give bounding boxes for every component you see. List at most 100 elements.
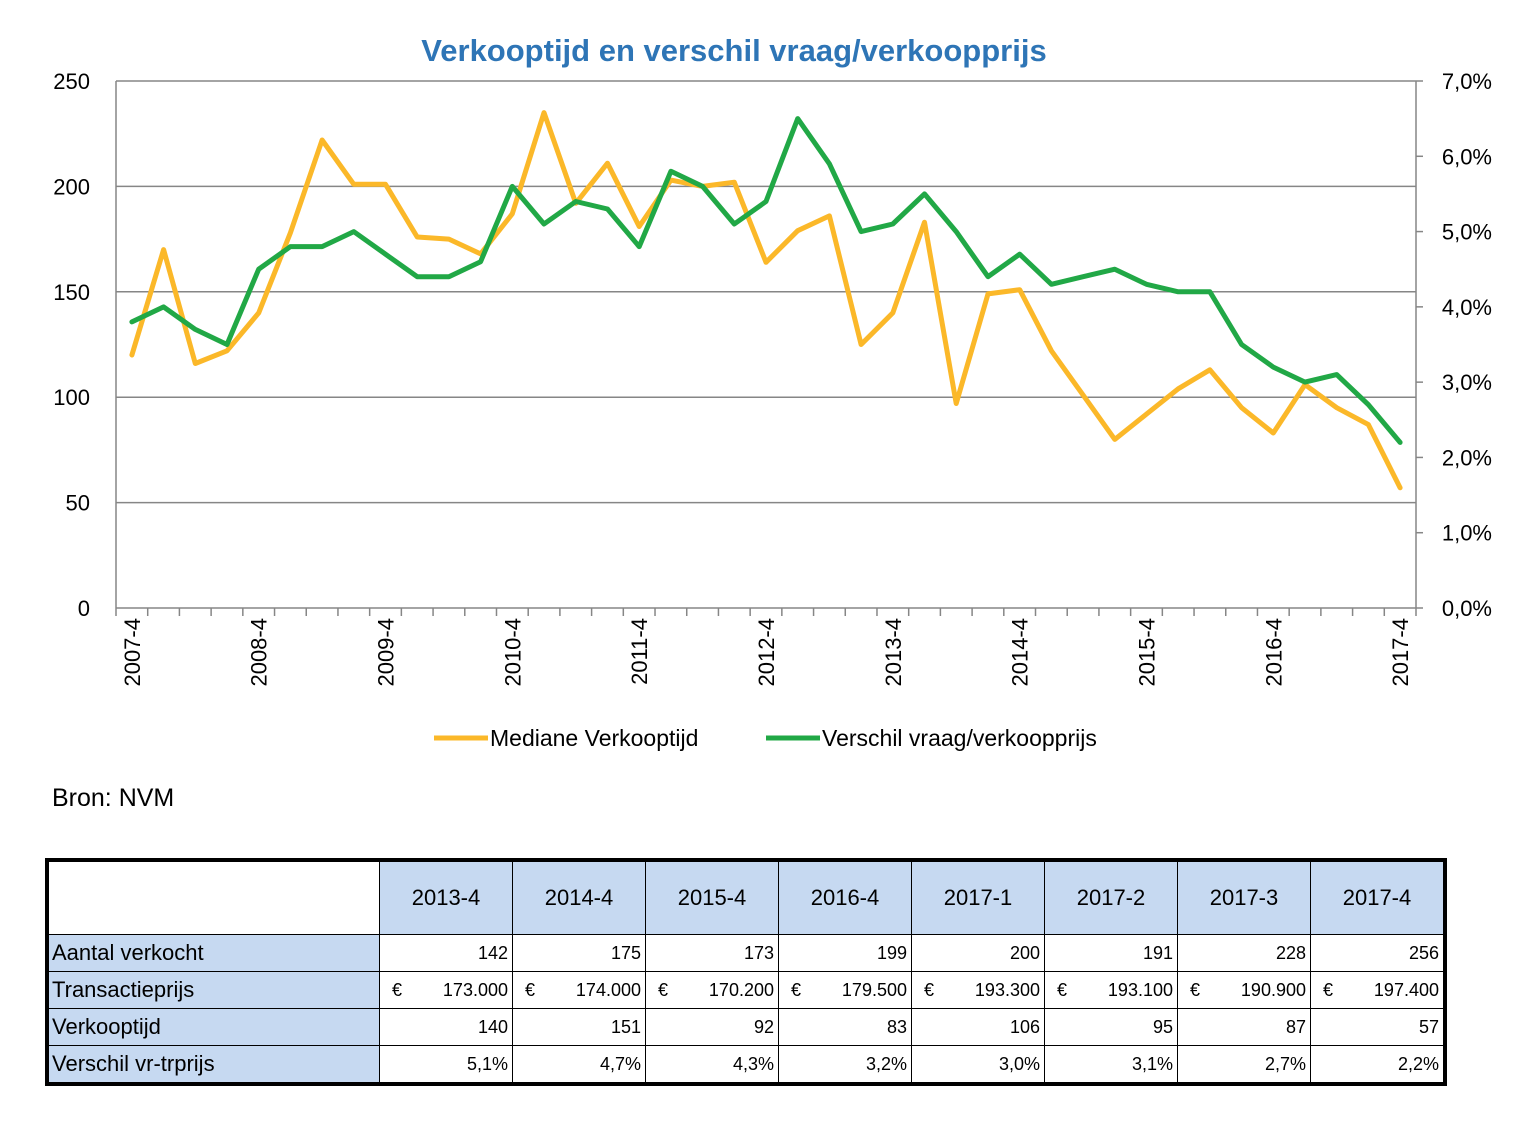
price-amount: 179.500 [841,979,907,1000]
column-header: 2015-4 [645,859,779,935]
source-note: Bron: NVM [52,784,175,812]
price-amount: 197.400 [1373,979,1439,1000]
price-amount: 193.100 [1107,979,1173,1000]
x-tick-label: 2008-4 [247,618,272,687]
price-cell: €173.000 [379,971,513,1009]
right-tick-label: 3,0% [1442,370,1492,395]
right-tick-label: 2,0% [1442,445,1492,470]
x-tick-label: 2011-4 [627,618,652,685]
row-label: Aantal verkocht [46,934,380,972]
x-tick-label: 2009-4 [374,618,399,687]
right-tick-label: 4,0% [1442,295,1492,320]
price-amount: 193.300 [974,979,1040,1000]
column-header: 2017-1 [911,859,1045,935]
value-cell: 151 [512,1008,646,1046]
column-header: 2013-4 [379,859,513,935]
currency-symbol: € [1057,979,1068,1000]
column-header: 2016-4 [778,859,912,935]
left-tick-label: 200 [53,174,90,199]
value-cell: 4,7% [512,1045,646,1085]
left-tick-label: 0 [78,596,90,621]
value-cell: 87 [1177,1008,1311,1046]
value-cell: 228 [1177,934,1311,972]
price-amount: 170.200 [708,979,774,1000]
table-row: Verschil vr-trprijs 5,1% 4,7% 4,3% 3,2% 3,0% 3… [46,1045,1446,1085]
value-cell: 3,2% [778,1045,912,1085]
right-tick-label: 1,0% [1442,521,1492,546]
value-cell: 200 [911,934,1045,972]
row-label: Verschil vr-trprijs [46,1045,380,1085]
x-tick-label: 2007-4 [120,618,145,687]
value-cell: 175 [512,934,646,972]
line-chart: Verkooptijd en verschil vraag/verkooppri… [53,33,1492,751]
legend-label: Verschil vraag/verkoopprijs [822,725,1097,751]
x-tick-label: 2016-4 [1261,618,1286,687]
x-tick-label: 2013-4 [881,618,906,687]
column-header: 2017-2 [1044,859,1178,935]
series-line-mediane-verkooptijd [129,110,1403,491]
value-cell: 3,0% [911,1045,1045,1085]
column-header: 2017-3 [1177,859,1311,935]
value-cell: 173 [645,934,779,972]
value-cell: 92 [645,1008,779,1046]
x-tick-label: 2010-4 [500,618,525,687]
row-label: Verkooptijd [46,1008,380,1046]
price-cell: €174.000 [512,971,646,1009]
value-cell: 95 [1044,1008,1178,1046]
currency-symbol: € [525,979,536,1000]
legend-label: Mediane Verkooptijd [490,725,698,751]
price-cell: €193.100 [1044,971,1178,1009]
value-cell: 256 [1310,934,1446,972]
price-cell: €190.900 [1177,971,1311,1009]
currency-symbol: € [392,979,403,1000]
series-line-verschil-vraag-verkoopprijs [129,116,1403,445]
grid-lines [116,80,1416,504]
column-header: 2017-4 [1310,859,1446,935]
value-cell: 140 [379,1008,513,1046]
value-cell: 191 [1044,934,1178,972]
right-tick-label: 7,0% [1442,69,1492,94]
price-amount: 190.900 [1240,979,1306,1000]
value-cell: 4,3% [645,1045,779,1085]
table-row: Transactieprijs €173.000 €174.000 €170.200 €… [46,971,1446,1009]
value-cell: 3,1% [1044,1045,1178,1085]
right-tick-label: 5,0% [1442,220,1492,245]
price-cell: €193.300 [911,971,1045,1009]
x-tick-label: 2015-4 [1134,618,1159,687]
value-cell: 57 [1310,1008,1446,1046]
price-cell: €179.500 [778,971,912,1009]
price-cell: €170.200 [645,971,779,1009]
table-row: Aantal verkocht 142 175 173 199 200 191 228 256 [46,934,1446,972]
table-corner-cell [46,859,380,935]
x-tick-label: 2012-4 [754,618,779,687]
left-tick-label: 50 [66,491,90,516]
table-body: Aantal verkocht 142 175 173 199 200 191 228 256 T… [46,934,1446,1085]
value-cell: 83 [778,1008,912,1046]
left-tick-label: 100 [53,385,90,410]
axes: 0 50 100 150 200 250 0,0% 1,0% 2,0% 3,0% 4,0% 5,0% 6… [53,69,1492,687]
price-amount: 173.000 [442,979,508,1000]
left-tick-label: 250 [53,69,90,94]
value-cell: 2,7% [1177,1045,1311,1085]
chart-title: Verkooptijd en verschil vraag/verkooppri… [421,33,1046,68]
left-tick-label: 150 [53,280,90,305]
value-cell: 5,1% [379,1045,513,1085]
value-cell: 106 [911,1008,1045,1046]
value-cell: 199 [778,934,912,972]
value-cell: 142 [379,934,513,972]
currency-symbol: € [658,979,669,1000]
value-cell: 2,2% [1310,1045,1446,1085]
price-cell: €197.400 [1310,971,1446,1009]
right-tick-label: 0,0% [1442,596,1492,621]
x-tick-label: 2017-4 [1388,618,1413,687]
x-tick-label: 2014-4 [1008,618,1033,687]
currency-symbol: € [1323,979,1334,1000]
table-header-row: 2013-4 2014-4 2015-4 2016-4 2017-1 2017-2 2017… [46,859,1446,935]
price-amount: 174.000 [575,979,641,1000]
table-row: Verkooptijd 140 151 92 83 106 95 87 57 [46,1008,1446,1046]
legend: Mediane Verkooptijd Verschil vraag/verkoo… [434,725,1097,751]
currency-symbol: € [924,979,935,1000]
right-tick-label: 6,0% [1442,144,1492,169]
series-lines [129,110,1403,491]
column-header: 2014-4 [512,859,646,935]
